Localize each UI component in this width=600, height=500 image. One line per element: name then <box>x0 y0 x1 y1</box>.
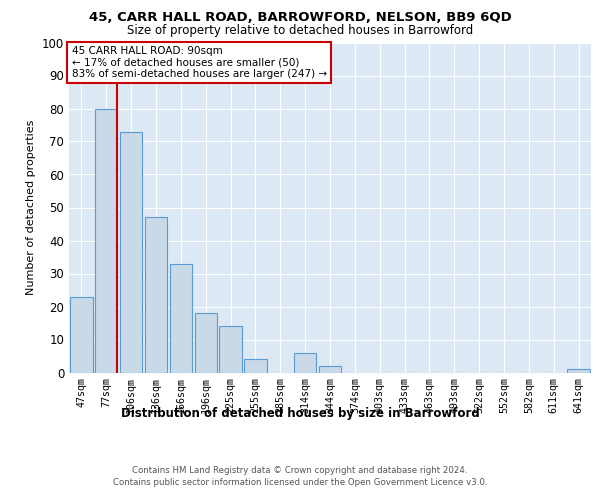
Bar <box>294 352 316 372</box>
Y-axis label: Number of detached properties: Number of detached properties <box>26 120 37 295</box>
Bar <box>145 218 167 372</box>
Text: Contains HM Land Registry data © Crown copyright and database right 2024.: Contains HM Land Registry data © Crown c… <box>132 466 468 475</box>
Bar <box>244 360 266 372</box>
Text: 45 CARR HALL ROAD: 90sqm
← 17% of detached houses are smaller (50)
83% of semi-d: 45 CARR HALL ROAD: 90sqm ← 17% of detach… <box>71 46 327 79</box>
Bar <box>70 296 92 372</box>
Text: Contains public sector information licensed under the Open Government Licence v3: Contains public sector information licen… <box>113 478 487 487</box>
Text: 45, CARR HALL ROAD, BARROWFORD, NELSON, BB9 6QD: 45, CARR HALL ROAD, BARROWFORD, NELSON, … <box>89 11 511 24</box>
Bar <box>170 264 192 372</box>
Bar <box>95 108 118 372</box>
Bar <box>120 132 142 372</box>
Text: Size of property relative to detached houses in Barrowford: Size of property relative to detached ho… <box>127 24 473 37</box>
Bar <box>220 326 242 372</box>
Text: Distribution of detached houses by size in Barrowford: Distribution of detached houses by size … <box>121 408 479 420</box>
Bar <box>319 366 341 372</box>
Bar <box>194 313 217 372</box>
Bar <box>568 369 590 372</box>
